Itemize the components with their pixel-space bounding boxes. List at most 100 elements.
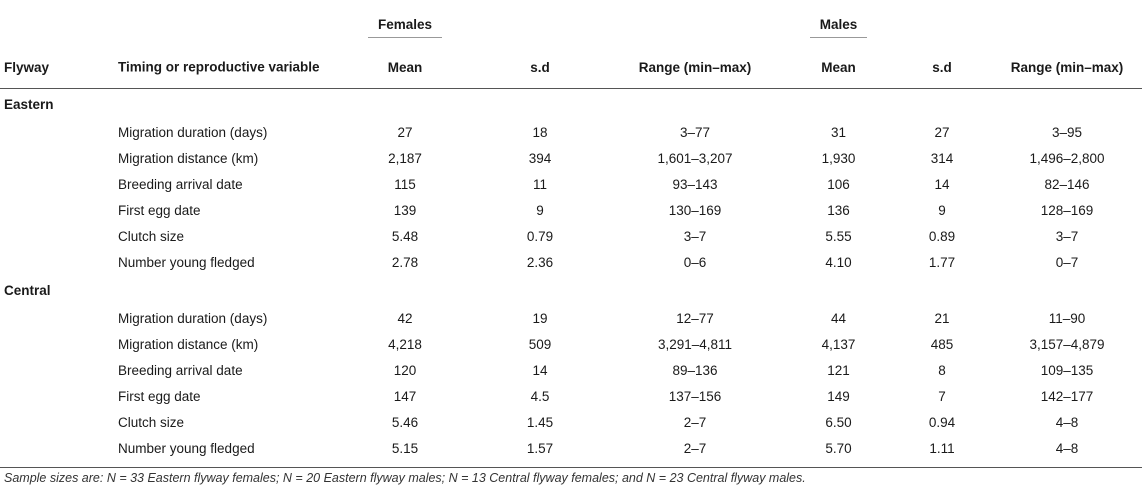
cell-male-mean: 5.55	[825, 228, 852, 244]
cell-female-sd: 18	[532, 124, 548, 140]
cell-variable: First egg date	[118, 202, 201, 218]
cell-female-mean: 27	[397, 124, 413, 140]
cell-male-range: 142–177	[1040, 388, 1094, 404]
cell-male-sd: 0.89	[928, 228, 956, 244]
table-row: First egg date 139 9 130–169 136 9 128–1…	[0, 197, 1142, 223]
cell-male-mean: 4.10	[825, 254, 852, 270]
column-header-flyway: Flyway Timing or reproductive variable	[4, 59, 320, 75]
cell-male-mean: 121	[827, 362, 850, 378]
cell-male-mean: 149	[827, 388, 850, 404]
table-header: Females Males Flyway Timing or reproduct…	[0, 0, 1142, 89]
cell-female-sd: 9	[536, 202, 544, 218]
cell-variable: Number young fledged	[118, 440, 255, 456]
cell-variable: Number young fledged	[118, 254, 255, 270]
cell-male-sd: 485	[930, 336, 954, 352]
table-row: Breeding arrival date 120 14 89–136 121 …	[0, 357, 1142, 383]
cell-male-range: 82–146	[1044, 176, 1090, 192]
table-row: Migration duration (days) 27 18 3–77 31 …	[0, 119, 1142, 145]
cell-male-mean: 4,137	[821, 336, 856, 352]
cell-female-sd: 1.57	[526, 440, 554, 456]
table-body: Eastern Migration duration (days) 27 18 …	[0, 89, 1142, 468]
table-row: Migration distance (km) 4,218 509 3,291–…	[0, 331, 1142, 357]
cell-female-sd: 2.36	[526, 254, 554, 270]
cell-female-range: 93–143	[672, 176, 718, 192]
table-row: Migration duration (days) 42 19 12–77 44…	[0, 305, 1142, 331]
cell-female-range: 137–156	[668, 388, 722, 404]
cell-female-mean: 115	[394, 176, 416, 192]
cell-male-range: 3–7	[1055, 228, 1079, 244]
cell-female-sd: 19	[532, 310, 548, 326]
table-row: Migration distance (km) 2,187 394 1,601–…	[0, 145, 1142, 171]
cell-male-sd: 7	[938, 388, 946, 404]
cell-male-mean: 106	[827, 176, 850, 192]
cell-male-range: 0–7	[1055, 254, 1079, 270]
males-group-header: Males	[785, 0, 892, 46]
cell-female-range: 12–77	[676, 310, 714, 326]
cell-male-sd: 1.77	[928, 254, 956, 270]
cell-variable: First egg date	[118, 388, 201, 404]
cell-male-mean: 5.70	[825, 440, 852, 456]
section-label: Eastern	[4, 96, 54, 112]
cell-male-sd: 9	[938, 202, 946, 218]
cell-female-range: 1,601–3,207	[657, 150, 733, 166]
table-row: First egg date 147 4.5 137–156 149 7 142…	[0, 383, 1142, 409]
cell-variable: Migration distance (km)	[118, 336, 259, 352]
cell-variable: Breeding arrival date	[118, 362, 243, 378]
cell-female-sd: 1.45	[526, 414, 554, 430]
cell-female-range: 89–136	[672, 362, 718, 378]
cell-male-mean: 44	[830, 310, 847, 326]
column-header-male-range: Range (min–max)	[1010, 59, 1124, 75]
cell-male-mean: 1,930	[821, 150, 856, 166]
cell-male-sd: 1.11	[929, 440, 955, 456]
cell-male-mean: 136	[827, 202, 850, 218]
cell-male-sd: 0.94	[928, 414, 956, 430]
cell-female-range: 0–6	[683, 254, 707, 270]
females-group-header: Females	[335, 0, 475, 46]
column-header-female-range: Range (min–max)	[638, 59, 752, 75]
cell-male-range: 4–8	[1055, 440, 1079, 456]
cell-female-sd: 0.79	[526, 228, 554, 244]
column-header-male-sd: s.d	[932, 59, 952, 75]
cell-male-mean: 6.50	[825, 414, 852, 430]
cell-male-sd: 14	[934, 176, 950, 192]
column-header-male-mean: Mean	[821, 59, 856, 75]
section-row-eastern: Eastern	[0, 89, 1142, 120]
header-group-row: Females Males	[0, 0, 1142, 46]
cell-male-sd: 8	[938, 362, 946, 378]
section-label: Central	[4, 282, 51, 298]
cell-female-mean: 42	[397, 310, 413, 326]
cell-male-sd: 21	[934, 310, 950, 326]
cell-male-range: 3–95	[1051, 124, 1083, 140]
section-row-central: Central	[0, 275, 1142, 305]
column-header-variable: Timing or reproductive variable	[118, 59, 320, 75]
cell-male-mean: 31	[830, 124, 847, 140]
table-row: Number young fledged 2.78 2.36 0–6 4.10 …	[0, 249, 1142, 275]
cell-variable: Clutch size	[118, 228, 185, 244]
cell-female-sd: 11	[532, 176, 547, 192]
cell-variable: Migration duration (days)	[118, 310, 268, 326]
cell-female-range: 2–7	[683, 440, 707, 456]
cell-female-range: 130–169	[668, 202, 722, 218]
data-table: Females Males Flyway Timing or reproduct…	[0, 0, 1142, 468]
table-footnote: Sample sizes are: N = 33 Eastern flyway …	[4, 471, 806, 485]
table-row: Clutch size 5.48 0.79 3–7 5.55 0.89 3–7	[0, 223, 1142, 249]
column-header-female-mean: Mean	[387, 59, 423, 75]
cell-female-mean: 5.15	[391, 440, 419, 456]
cell-male-range: 128–169	[1040, 202, 1094, 218]
cell-variable: Migration distance (km)	[118, 150, 259, 166]
table-bottom-rule	[0, 461, 1142, 468]
cell-male-sd: 27	[934, 124, 950, 140]
cell-female-mean: 120	[393, 362, 417, 378]
cell-male-range: 1,496–2,800	[1029, 150, 1105, 166]
table-row: Breeding arrival date 115 11 93–143 106 …	[0, 171, 1142, 197]
cell-variable: Breeding arrival date	[118, 176, 243, 192]
cell-female-range: 2–7	[683, 414, 707, 430]
cell-male-range: 3,157–4,879	[1029, 336, 1105, 352]
cell-female-mean: 4,218	[388, 336, 422, 352]
cell-female-mean: 139	[393, 202, 417, 218]
cell-female-mean: 5.46	[391, 414, 419, 430]
cell-variable: Migration duration (days)	[118, 124, 268, 140]
cell-male-range: 4–8	[1055, 414, 1079, 430]
table-row: Clutch size 5.46 1.45 2–7 6.50 0.94 4–8	[0, 409, 1142, 435]
cell-female-mean: 147	[393, 388, 417, 404]
